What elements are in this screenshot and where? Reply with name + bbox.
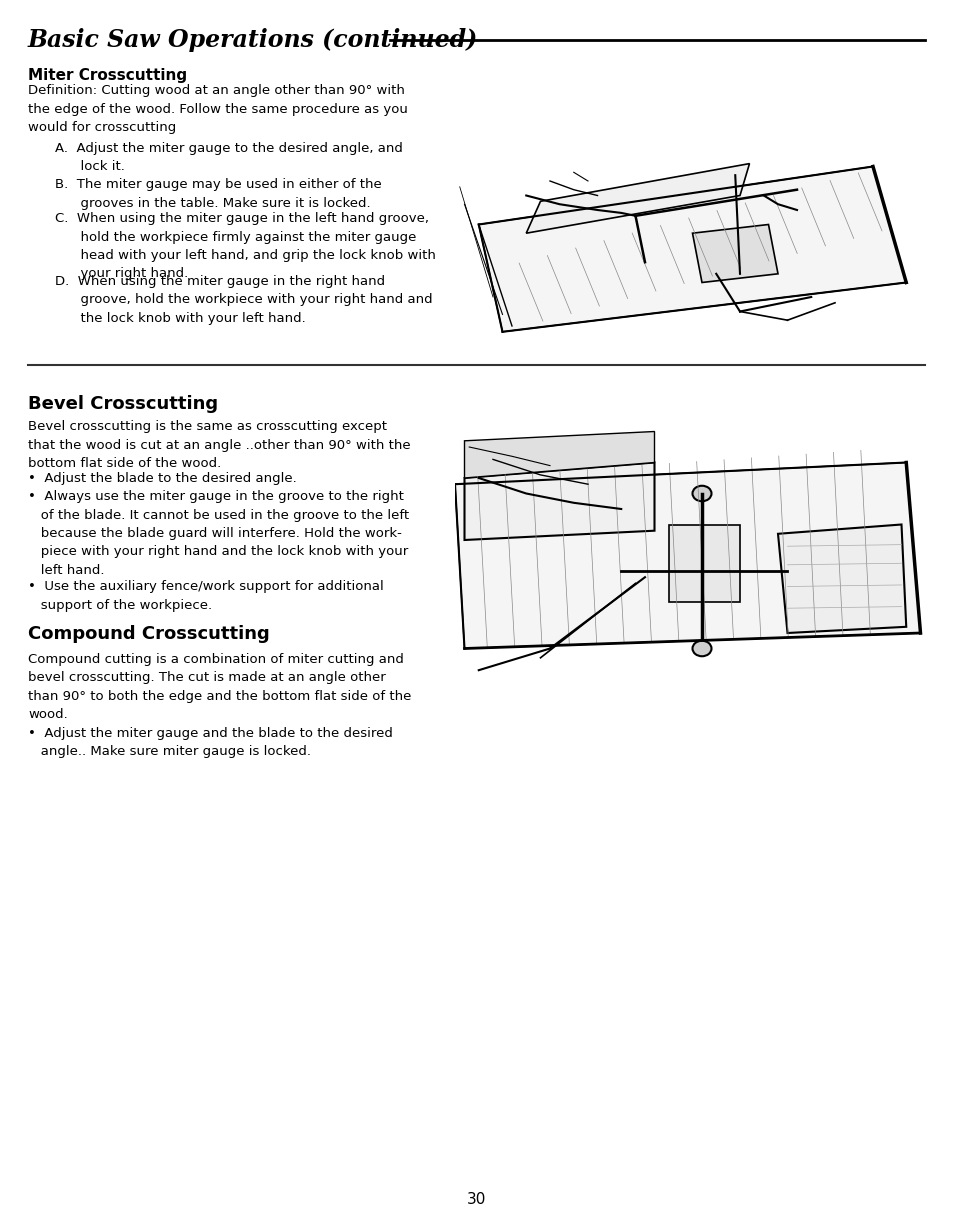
Polygon shape xyxy=(668,525,740,601)
Text: Bevel Crosscutting: Bevel Crosscutting xyxy=(28,395,218,413)
Polygon shape xyxy=(455,463,920,649)
Polygon shape xyxy=(526,164,749,233)
Ellipse shape xyxy=(692,486,711,502)
Text: •  Use the auxiliary fence/work support for additional
   support of the workpie: • Use the auxiliary fence/work support f… xyxy=(28,580,383,611)
Text: Bevel crosscutting is the same as crosscutting except
that the wood is cut at an: Bevel crosscutting is the same as crossc… xyxy=(28,420,410,470)
Text: •  Adjust the miter gauge and the blade to the desired
   angle.. Make sure mite: • Adjust the miter gauge and the blade t… xyxy=(28,727,393,758)
Text: A.  Adjust the miter gauge to the desired angle, and
      lock it.: A. Adjust the miter gauge to the desired… xyxy=(55,142,402,174)
Polygon shape xyxy=(778,525,905,633)
Text: 30: 30 xyxy=(467,1192,486,1206)
Ellipse shape xyxy=(692,640,711,656)
Polygon shape xyxy=(478,166,905,332)
Polygon shape xyxy=(464,463,654,539)
Text: D.  When using the miter gauge in the right hand
      groove, hold the workpiec: D. When using the miter gauge in the rig… xyxy=(55,275,432,324)
Text: C.  When using the miter gauge in the left hand groove,
      hold the workpiece: C. When using the miter gauge in the lef… xyxy=(55,211,436,281)
Text: Miter Crosscutting: Miter Crosscutting xyxy=(28,68,187,83)
Text: B.  The miter gauge may be used in either of the
      grooves in the table. Mak: B. The miter gauge may be used in either… xyxy=(55,179,381,209)
Polygon shape xyxy=(464,431,654,477)
Polygon shape xyxy=(692,225,778,283)
Text: Compound cutting is a combination of miter cutting and
bevel crosscutting. The c: Compound cutting is a combination of mit… xyxy=(28,652,411,722)
Text: •  Adjust the blade to the desired angle.: • Adjust the blade to the desired angle. xyxy=(28,471,296,485)
Text: Definition: Cutting wood at an angle other than 90° with
the edge of the wood. F: Definition: Cutting wood at an angle oth… xyxy=(28,84,408,134)
Text: Basic Saw Operations (continued): Basic Saw Operations (continued) xyxy=(28,28,477,52)
Text: Compound Crosscutting: Compound Crosscutting xyxy=(28,625,270,643)
Text: •  Always use the miter gauge in the groove to the right
   of the blade. It can: • Always use the miter gauge in the groo… xyxy=(28,490,409,577)
